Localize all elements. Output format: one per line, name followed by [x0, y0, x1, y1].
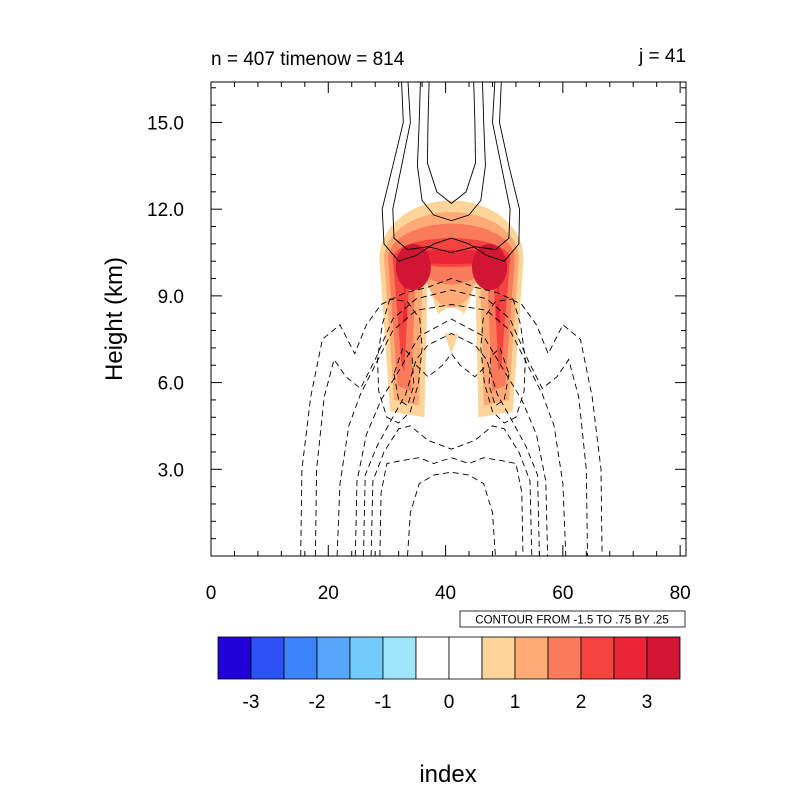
x-tick-label: 80	[670, 583, 691, 604]
solid-contour-2	[392, 82, 511, 253]
colorbar-swatch	[382, 636, 417, 680]
dashed-contour-2	[314, 289, 588, 556]
colorbar-label: -1	[375, 692, 392, 713]
x-tick-label: 40	[435, 583, 456, 604]
dashed-contour-10	[480, 298, 526, 424]
colorbar-swatch	[613, 636, 648, 680]
x-axis: 0 20 40 60 80	[206, 82, 691, 604]
solid-contour-3	[416, 82, 486, 222]
title-left: n = 407 timenow = 814	[211, 49, 405, 70]
fill-core-2	[471, 243, 508, 291]
x-axis-label: index	[419, 761, 476, 788]
y-axis: 3.0 6.0 9.0 12.0 15.0	[147, 87, 686, 540]
x-tick-label: 60	[552, 583, 573, 604]
y-tick-label: 3.0	[158, 460, 184, 481]
x-tick-label: 20	[318, 583, 339, 604]
colorbar-swatch	[316, 636, 351, 680]
y-axis-label: Height (km)	[101, 257, 128, 381]
colorbar-swatch	[349, 636, 384, 680]
contour-info-text: CONTOUR FROM -1.5 TO .75 BY .25	[475, 615, 668, 627]
dashed-contour-8	[407, 471, 496, 556]
colorbar-swatch	[580, 636, 615, 680]
colorbar-label: 3	[642, 692, 653, 713]
colorbar-swatch	[547, 636, 582, 680]
colorbar-label: 0	[444, 692, 455, 713]
contour-info-box	[459, 610, 686, 628]
colorbar-label: -2	[309, 692, 326, 713]
colorbar-swatch	[646, 636, 681, 680]
title-right: j = 41	[638, 46, 686, 67]
filled-contours	[379, 200, 524, 418]
colorbar-swatch	[448, 636, 483, 680]
colorbar-swatch	[250, 636, 285, 680]
y-tick-label: 12.0	[147, 200, 184, 221]
fill-hole-tip	[444, 333, 459, 354]
colorbar: -3 -2 -1 0 1 2 3	[217, 636, 681, 713]
dashed-contour-4	[354, 318, 549, 556]
plot-frame	[210, 81, 687, 557]
colorbar-label: 2	[576, 692, 587, 713]
solid-contour-1	[381, 82, 520, 262]
dashed-contour-5	[363, 332, 540, 556]
x-tick-label: 0	[206, 583, 217, 604]
colorbar-swatch	[415, 636, 450, 680]
dashed-contour-1	[300, 278, 603, 556]
dashed-contour-3	[336, 304, 567, 556]
colorbar-label: -3	[243, 692, 260, 713]
colorbar-label: 1	[510, 692, 521, 713]
colorbar-swatch	[481, 636, 516, 680]
colorbar-swatch	[217, 636, 252, 680]
dashed-contour-7	[379, 457, 524, 556]
dashed-contour-13	[415, 352, 487, 378]
y-tick-label: 9.0	[158, 287, 184, 308]
colorbar-swatch	[283, 636, 318, 680]
fill-core-1	[395, 243, 431, 291]
solid-contour-4	[426, 82, 476, 204]
line-contours	[300, 82, 603, 556]
dashed-contour-9	[377, 298, 423, 424]
y-tick-label: 6.0	[158, 374, 184, 395]
y-tick-label: 15.0	[147, 113, 184, 134]
colorbar-swatch	[514, 636, 549, 680]
dashed-contour-6	[370, 425, 533, 556]
